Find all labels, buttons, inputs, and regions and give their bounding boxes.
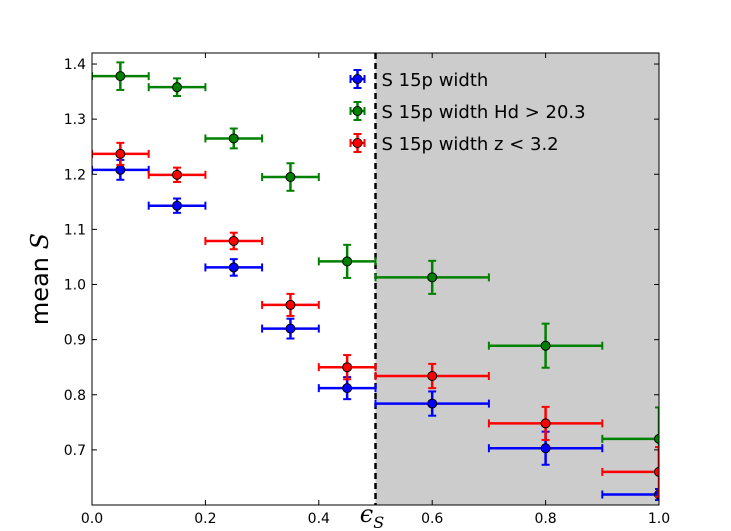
data-point-marker bbox=[285, 172, 296, 183]
x-tick-label: 0.8 bbox=[534, 511, 556, 527]
data-point-marker bbox=[352, 74, 363, 84]
data-point-marker bbox=[228, 235, 239, 246]
data-point-marker bbox=[172, 82, 183, 93]
series-layer bbox=[92, 61, 659, 502]
data-point-marker bbox=[654, 433, 659, 444]
data-point-marker bbox=[540, 340, 551, 351]
series-0 bbox=[92, 158, 659, 502]
shaded-region bbox=[375, 53, 659, 505]
y-axis-label: mean S bbox=[26, 233, 54, 325]
data-point-marker bbox=[115, 148, 126, 159]
data-point-marker bbox=[342, 383, 353, 394]
data-point-marker bbox=[285, 299, 296, 310]
y-axis-label-main: mean bbox=[26, 257, 54, 325]
legend-entry-0: S 15p width bbox=[349, 69, 489, 91]
data-point-marker bbox=[654, 466, 659, 477]
svg-text:mean S: mean S bbox=[26, 233, 54, 325]
y-tick-label: 0.7 bbox=[64, 443, 86, 459]
x-axis-label-main: ϵ bbox=[360, 500, 373, 528]
legend-entry-2: S 15p width z < 3.2 bbox=[349, 133, 559, 155]
x-tick-label: 1.0 bbox=[648, 511, 670, 527]
legend-label: S 15p width Hd > 20.3 bbox=[382, 102, 586, 123]
data-point-marker bbox=[172, 200, 183, 211]
data-point-marker bbox=[228, 262, 239, 273]
data-point-marker bbox=[427, 398, 438, 409]
data-point-marker bbox=[540, 418, 551, 429]
data-point-marker bbox=[228, 133, 239, 144]
plot-frame bbox=[91, 52, 660, 506]
data-point-marker bbox=[172, 169, 183, 180]
y-axis-label-symbol: S bbox=[26, 233, 54, 249]
y-tick-label: 1.1 bbox=[64, 222, 86, 238]
data-point-marker bbox=[115, 71, 126, 82]
data-point-marker bbox=[352, 106, 363, 116]
x-tick-label: 0.2 bbox=[194, 511, 216, 527]
series-2 bbox=[92, 141, 659, 498]
data-point-marker bbox=[540, 443, 551, 454]
data-point-marker bbox=[342, 256, 353, 267]
ticks-layer: 0.0 0.2 0.4 0.6 0.8 1.0 0.7 0.8 0.9 1.0 1.1 1.2 1.3 1… bbox=[64, 53, 670, 527]
y-tick-label: 1.4 bbox=[64, 57, 86, 73]
legend-label: S 15p width bbox=[382, 70, 489, 91]
data-point-marker bbox=[352, 138, 363, 148]
y-tick-label: 1.2 bbox=[64, 167, 86, 183]
data-point-marker bbox=[427, 371, 438, 382]
y-tick-label: 0.9 bbox=[64, 333, 86, 349]
series-1 bbox=[92, 61, 659, 472]
legend-entry-1: S 15p width Hd > 20.3 bbox=[349, 101, 586, 123]
x-tick-label: 0.0 bbox=[81, 511, 103, 527]
x-tick-label: 0.4 bbox=[308, 511, 330, 527]
legend: S 15p width S 15p width Hd > 20.3 S 15p wi… bbox=[349, 69, 586, 155]
y-tick-label: 0.8 bbox=[64, 388, 86, 404]
x-axis-label-subscript: S bbox=[373, 513, 384, 531]
data-point-marker bbox=[342, 362, 353, 373]
data-point-marker bbox=[115, 164, 126, 175]
x-axis-label: ϵS bbox=[360, 500, 384, 531]
x-tick-label: 0.6 bbox=[421, 511, 443, 527]
legend-label: S 15p width z < 3.2 bbox=[382, 134, 559, 155]
data-point-marker bbox=[427, 272, 438, 283]
y-tick-label: 1.3 bbox=[64, 112, 86, 128]
y-tick-label: 1.0 bbox=[64, 278, 86, 294]
data-point-marker bbox=[285, 323, 296, 334]
